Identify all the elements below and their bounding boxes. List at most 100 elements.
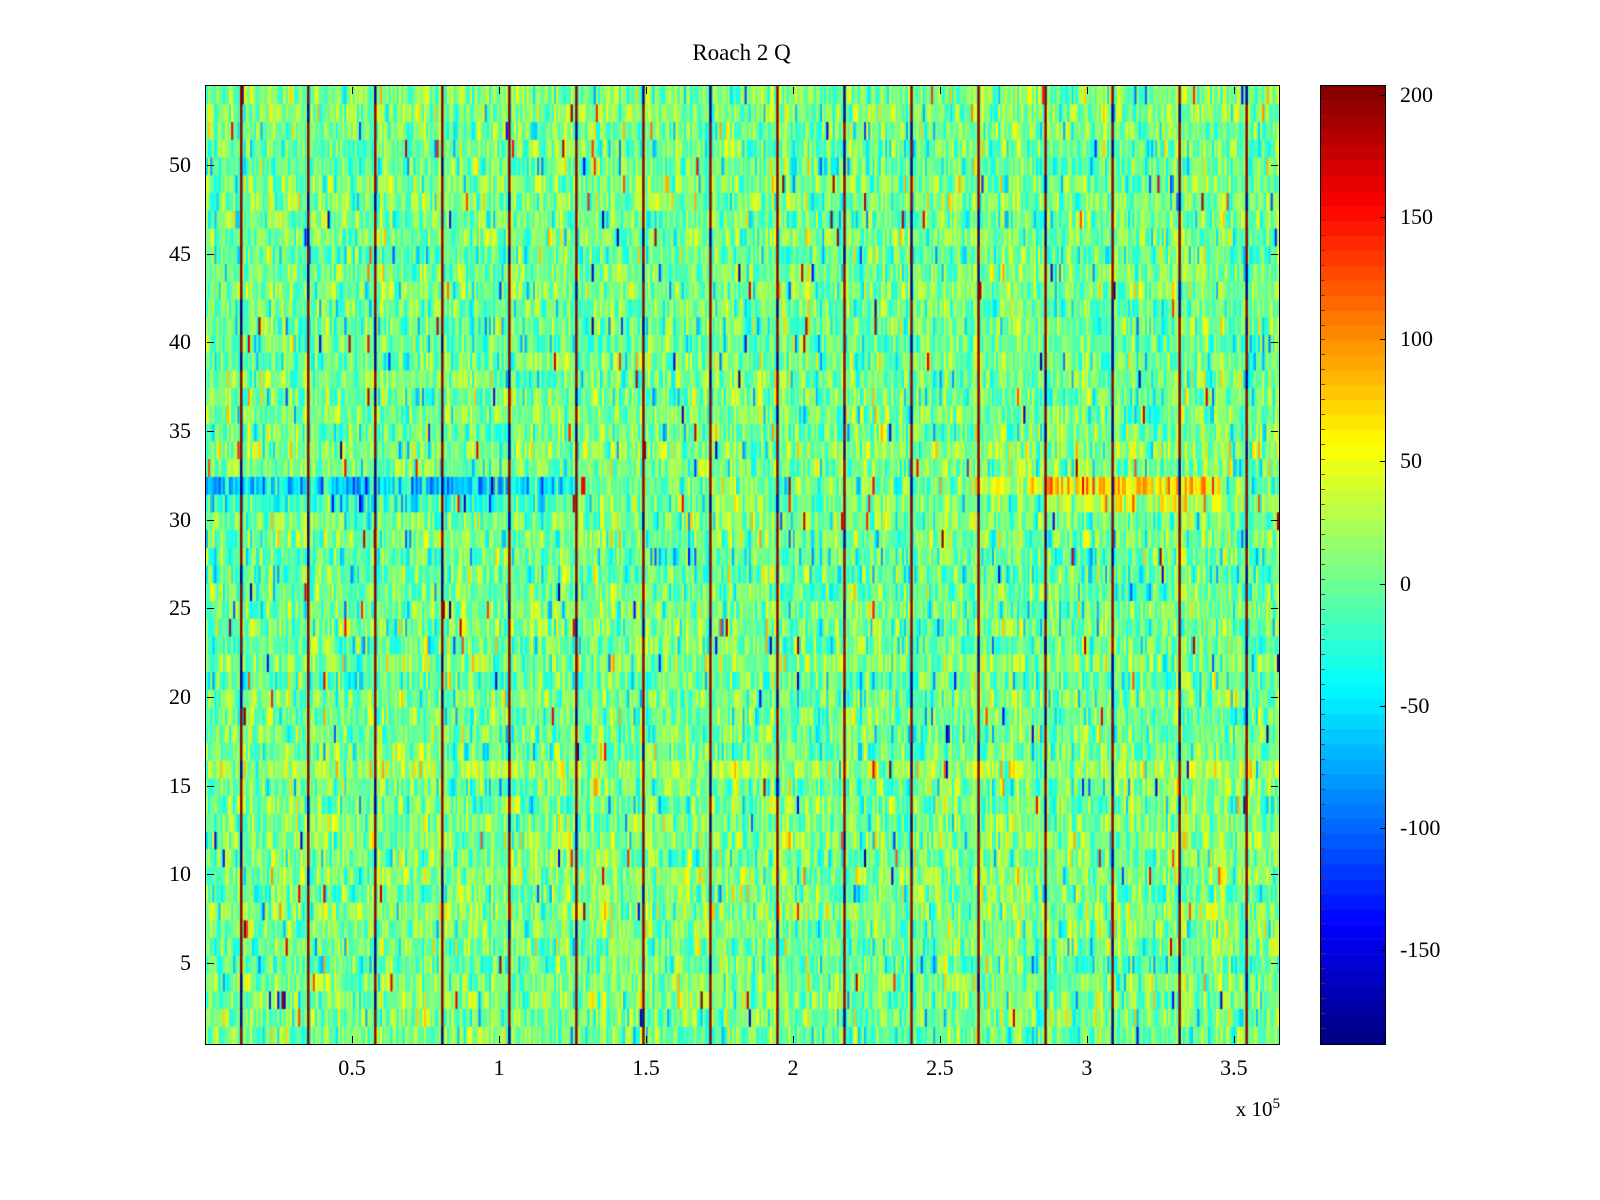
x-axis-tick-mark-top xyxy=(498,87,500,94)
colorbar-segment-tick xyxy=(1321,698,1325,700)
x-axis-tick-label: 2.5 xyxy=(926,1055,954,1080)
colorbar-segment-tick xyxy=(1321,99,1325,101)
colorbar-segment-tick xyxy=(1321,294,1325,296)
colorbar-segment-tick xyxy=(1321,399,1325,401)
colorbar-segment-tick xyxy=(1321,788,1325,790)
colorbar xyxy=(1320,85,1386,1045)
x-axis-tick-mark xyxy=(498,1036,500,1043)
x-axis-tick-label: 3.5 xyxy=(1220,1055,1248,1080)
chart-title: Roach 2 Q xyxy=(692,40,791,65)
colorbar-tick-mark xyxy=(1380,216,1385,218)
x-axis-tick-label: 0.5 xyxy=(338,1055,366,1080)
colorbar-tick-label: 200 xyxy=(1400,81,1433,107)
y-axis-tick-mark-right xyxy=(1271,342,1278,344)
colorbar-segment-tick xyxy=(1321,129,1325,131)
colorbar-segment-tick xyxy=(1321,998,1325,1000)
y-axis-tick-mark-right xyxy=(1271,430,1278,432)
x-axis-tick-mark-top xyxy=(351,87,353,94)
colorbar-segment-tick xyxy=(1321,249,1325,251)
colorbar-segment-tick xyxy=(1321,534,1325,536)
colorbar-segment-tick xyxy=(1321,908,1325,910)
y-axis-tick-label: 25 xyxy=(169,595,191,621)
colorbar-segment-tick xyxy=(1321,638,1325,640)
colorbar-segment-tick xyxy=(1321,414,1325,416)
colorbar-segment-tick xyxy=(1321,593,1325,595)
colorbar-canvas xyxy=(1321,86,1385,1044)
colorbar-segment-tick xyxy=(1321,564,1325,565)
colorbar-segment-tick xyxy=(1321,683,1325,685)
y-axis-tick-mark xyxy=(207,608,214,610)
colorbar-tick-mark xyxy=(1380,827,1385,829)
colorbar-segment-tick xyxy=(1321,893,1325,895)
y-axis-tick-mark xyxy=(207,785,214,787)
colorbar-segment-tick xyxy=(1321,174,1325,176)
y-axis-tick-mark xyxy=(207,164,214,166)
colorbar-segment-tick xyxy=(1321,773,1325,775)
x-axis-tick-mark-top xyxy=(939,87,941,94)
colorbar-segment-tick xyxy=(1321,279,1325,281)
y-axis-tick-label: 50 xyxy=(169,151,191,177)
y-axis-tick-mark xyxy=(207,963,214,965)
y-axis-tick-mark-right xyxy=(1271,608,1278,610)
x-axis-tick-mark xyxy=(351,1036,353,1043)
colorbar-segment-tick xyxy=(1321,713,1325,715)
y-axis-tick-mark-right xyxy=(1271,785,1278,787)
y-axis-tick-label: 10 xyxy=(169,861,191,887)
colorbar-segment-tick xyxy=(1321,833,1325,835)
y-axis-tick-mark xyxy=(207,253,214,255)
colorbar-tick-mark xyxy=(1380,94,1385,96)
colorbar-segment-tick xyxy=(1321,309,1325,311)
y-axis-tick-label: 20 xyxy=(169,684,191,710)
colorbar-tick-mark xyxy=(1380,583,1385,585)
colorbar-tick-label: -100 xyxy=(1400,814,1441,840)
colorbar-segment-tick xyxy=(1321,159,1325,161)
colorbar-segment-tick xyxy=(1321,923,1325,925)
colorbar-segment-tick xyxy=(1321,803,1325,805)
colorbar-segment-tick xyxy=(1321,504,1325,506)
colorbar-segment-tick xyxy=(1321,144,1325,146)
y-axis-tick-mark-right xyxy=(1271,164,1278,166)
x-axis-tick-label: 2 xyxy=(787,1055,799,1080)
y-axis-tick-mark xyxy=(207,697,214,699)
y-axis-tick-mark-right xyxy=(1271,697,1278,699)
colorbar-segment-tick xyxy=(1321,1013,1325,1015)
colorbar-segment-tick xyxy=(1321,878,1325,880)
colorbar-segment-tick xyxy=(1321,1028,1325,1030)
colorbar-segment-tick xyxy=(1321,204,1325,206)
y-axis-tick-mark-right xyxy=(1271,874,1278,876)
y-axis-tick-mark-right xyxy=(1271,253,1278,255)
x-axis-tick-label: 3 xyxy=(1081,1055,1093,1080)
x-axis-tick-mark xyxy=(645,1036,647,1043)
colorbar-segment-tick xyxy=(1321,608,1325,610)
heatmap-plot-area xyxy=(205,85,1280,1045)
x-axis-tick-mark-top xyxy=(1233,87,1235,94)
colorbar-segment-tick xyxy=(1321,489,1325,491)
x-axis-tick-mark-top xyxy=(792,87,794,94)
colorbar-segment-tick xyxy=(1321,189,1325,191)
y-axis-tick-label: 15 xyxy=(169,772,191,798)
colorbar-segment-tick xyxy=(1321,968,1325,970)
heatmap-canvas xyxy=(206,86,1279,1044)
colorbar-segment-tick xyxy=(1321,623,1325,625)
colorbar-segment-tick xyxy=(1321,114,1325,116)
x-axis-tick-mark xyxy=(1086,1036,1088,1043)
y-axis-tick-mark-right xyxy=(1271,519,1278,521)
colorbar-segment-tick xyxy=(1321,264,1325,266)
colorbar-segment-tick xyxy=(1321,444,1325,446)
colorbar-segment-tick xyxy=(1321,369,1325,371)
colorbar-tick-label: -50 xyxy=(1400,692,1430,718)
x-axis-tick-label: 1.5 xyxy=(632,1055,660,1080)
colorbar-segment-tick xyxy=(1321,863,1325,865)
y-axis-tick-mark-right xyxy=(1271,963,1278,965)
colorbar-tick-mark xyxy=(1380,339,1385,341)
colorbar-segment-tick xyxy=(1321,519,1325,521)
x-axis-exponent-label: x 105 xyxy=(1128,1096,1280,1122)
colorbar-segment-tick xyxy=(1321,339,1325,341)
colorbar-segment-tick xyxy=(1321,668,1325,670)
y-axis-tick-label: 40 xyxy=(169,329,191,355)
colorbar-segment-tick xyxy=(1321,234,1325,236)
x-axis-tick-mark-top xyxy=(1086,87,1088,94)
colorbar-segment-tick xyxy=(1321,578,1325,580)
x-axis-tick-mark xyxy=(1233,1036,1235,1043)
